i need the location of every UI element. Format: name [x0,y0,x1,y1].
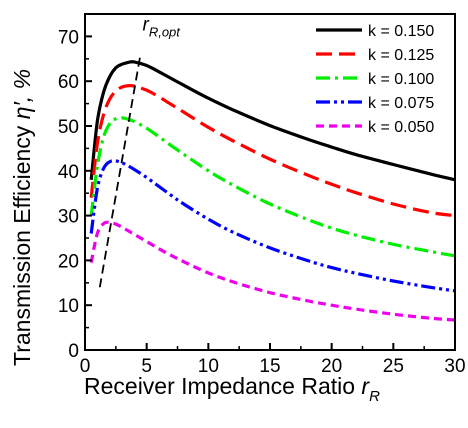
legend: k = 0.150 k = 0.125 k = 0.100 k = 0.075 k = … [316,23,434,136]
y-axis: 0 10 20 30 40 50 60 70 [58,27,92,362]
series-line-3 [89,116,456,258]
y-tick-label: 60 [58,72,79,93]
y-tick-label: 70 [58,27,79,48]
legend-label: k = 0.125 [368,47,434,64]
y-tick-label: 30 [58,207,79,228]
optimum-label: rR,opt [143,14,182,39]
series-line-5 [89,220,456,322]
legend-label: k = 0.100 [368,71,434,88]
y-tick-label: 50 [58,117,79,138]
x-tick-label: 25 [383,356,404,377]
x-tick-label: 10 [198,356,219,377]
x-tick-label: 20 [321,356,342,377]
y-tick-label: 40 [58,162,79,183]
legend-label: k = 0.075 [368,95,434,112]
legend-label: k = 0.050 [368,119,434,136]
x-tick-label: 0 [80,356,91,377]
series-line-2 [89,83,456,218]
x-axis: 0 5 10 15 20 25 30 [80,343,466,377]
series-line-4 [89,159,456,293]
x-tick-label: 15 [259,356,280,377]
y-tick-label: 0 [68,341,79,362]
y-tick-label: 10 [58,296,79,317]
annotation-layer: rR,opt [98,14,182,288]
series-layer [89,60,456,322]
x-axis-label: Receiver Impedance Ratio rR [84,373,380,405]
y-tick-label: 20 [58,251,79,272]
x-tick-label: 5 [141,356,152,377]
x-tick-label: 30 [444,356,465,377]
series-line-1 [89,60,456,182]
optimum-line [98,54,142,288]
y-axis-label: Transmission Efficiency η′, % [9,69,35,366]
legend-label: k = 0.150 [368,23,434,40]
